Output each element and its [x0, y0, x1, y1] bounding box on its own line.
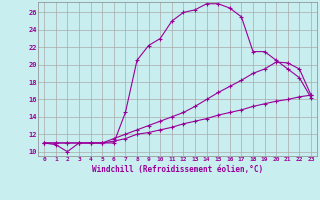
X-axis label: Windchill (Refroidissement éolien,°C): Windchill (Refroidissement éolien,°C) — [92, 165, 263, 174]
